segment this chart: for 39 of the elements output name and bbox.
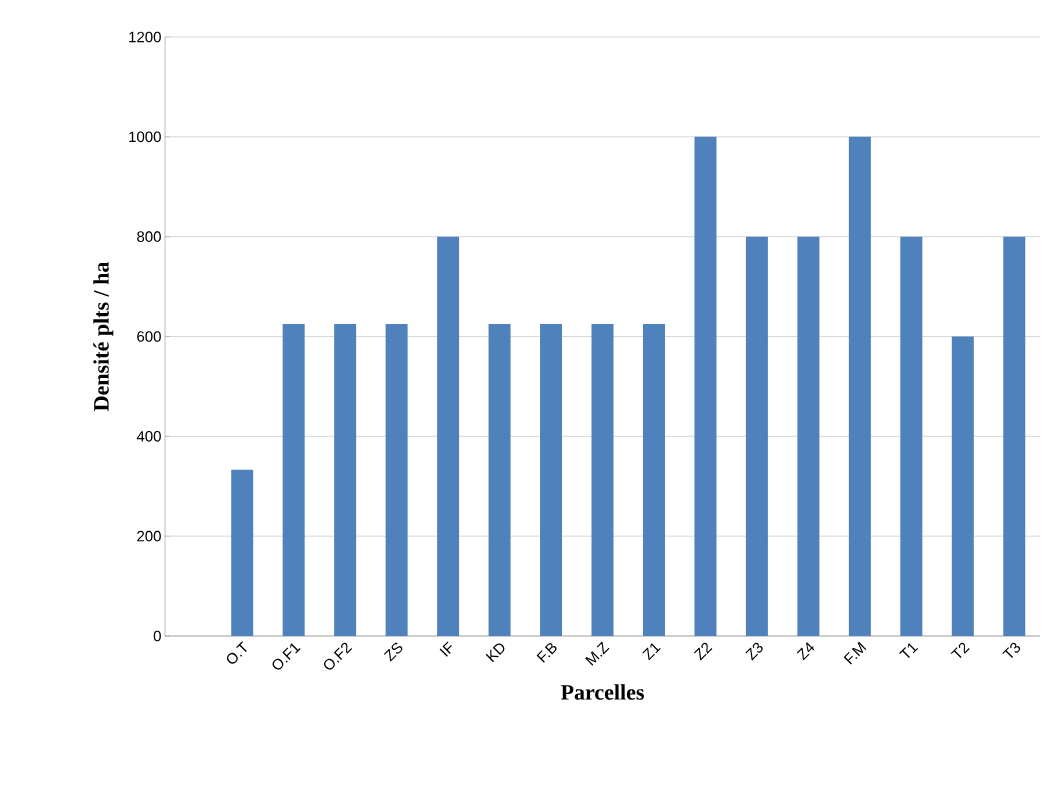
y-tick-label: 600 [137,331,161,342]
y-tick-label: 200 [137,530,161,542]
x-tick-label: Z3 [745,642,763,661]
bar [334,324,357,636]
bar [282,324,305,636]
bar [848,136,871,636]
x-tick-label: Z2 [693,642,713,661]
bar [951,336,974,636]
x-axis-title: Parcelles [560,684,644,700]
bar [694,136,717,636]
y-axis-title: Densité plts / ha [93,261,114,411]
x-tick-label: T1 [899,643,919,658]
bar [385,324,408,636]
bar [231,469,254,636]
x-tick-label: O.T [226,641,247,664]
x-tick-label: F.M [843,641,867,665]
x-tick-label: T2 [950,642,970,659]
bar [591,324,614,636]
y-tick-label: 0 [153,630,161,642]
x-tick-label: Z4 [796,642,815,661]
bar [488,324,511,636]
bar [1003,236,1026,636]
bar [437,236,460,636]
x-tick-label: KD [485,643,505,663]
x-tick-label: IF [439,641,452,657]
bar [900,236,923,636]
y-tick-label: 800 [137,231,161,242]
x-tick-label: T3 [1002,642,1021,659]
x-tick-label: Z1 [642,643,661,661]
bar [642,324,665,636]
y-tick-label: 400 [136,431,161,442]
bar [745,236,768,636]
bar [540,324,563,636]
x-tick-label: M.Z [585,641,610,666]
x-tick-label: F.B [536,642,557,663]
x-tick-label: ZS [383,642,403,662]
y-tick-label: 1200 [129,31,161,43]
y-tick-label: 1000 [129,131,161,143]
bar [797,236,820,636]
